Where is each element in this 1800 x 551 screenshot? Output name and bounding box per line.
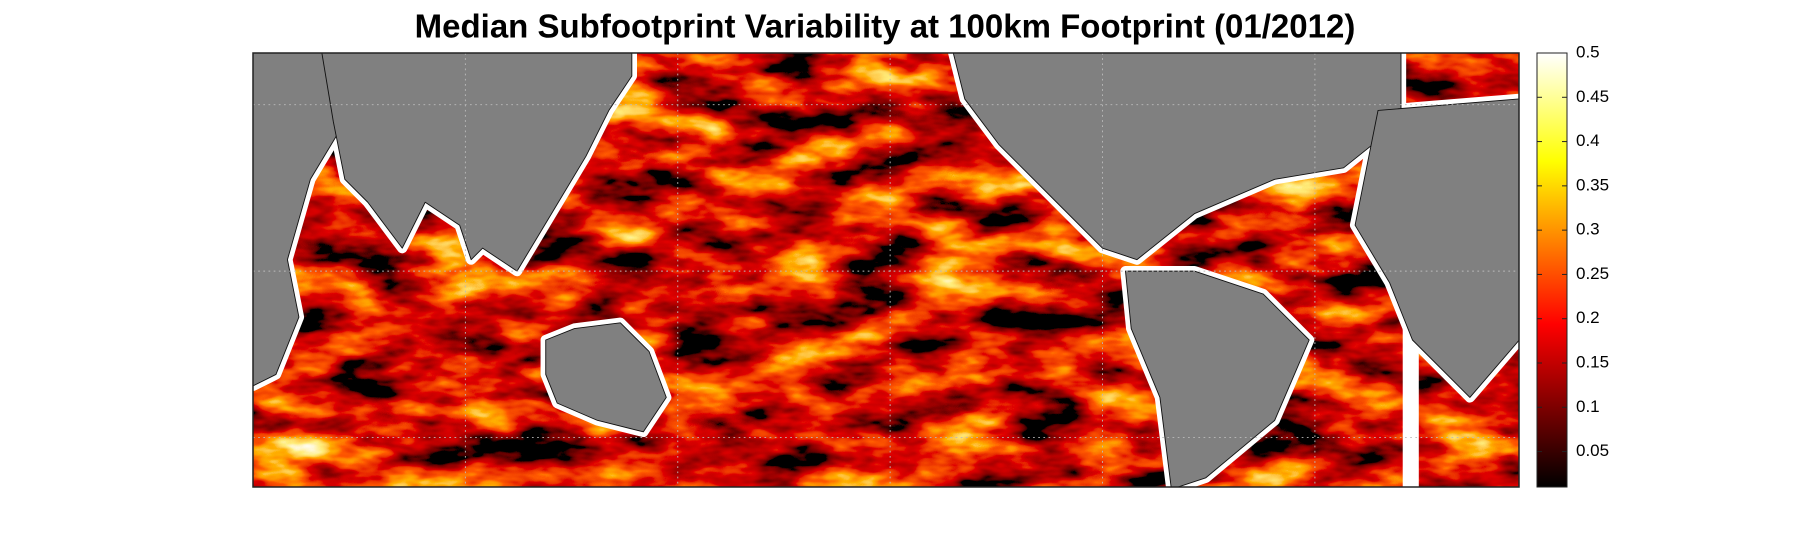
- colorbar-tick-label: 0.25: [1576, 264, 1609, 283]
- graticule: [253, 53, 1519, 487]
- chart-title: Median Subfootprint Variability at 100km…: [415, 8, 1356, 45]
- colorbar: 0.05 0.1 0.15 0.2 0.25 0.3 0.35 0.4 0.45 0.5: [1536, 42, 1609, 488]
- colorbar-tick-label: 0.15: [1576, 352, 1609, 371]
- colorbar-tick-label: 0.3: [1576, 220, 1600, 239]
- colorbar-tick-label: 0.4: [1576, 131, 1600, 150]
- colorbar-scale: [1536, 52, 1568, 488]
- map-frame: [252, 52, 1520, 488]
- colorbar-tick-label: 0.05: [1576, 441, 1609, 460]
- colorbar-tick-label: 0.45: [1576, 87, 1609, 106]
- land: [253, 53, 1519, 487]
- colorbar-tick-label: 0.2: [1576, 308, 1600, 327]
- colorbar-tick-label: 0.35: [1576, 175, 1609, 194]
- colorbar-tick-label: 0.5: [1576, 42, 1600, 61]
- map: [253, 53, 1519, 487]
- colorbar-tick-label: 0.1: [1576, 397, 1600, 416]
